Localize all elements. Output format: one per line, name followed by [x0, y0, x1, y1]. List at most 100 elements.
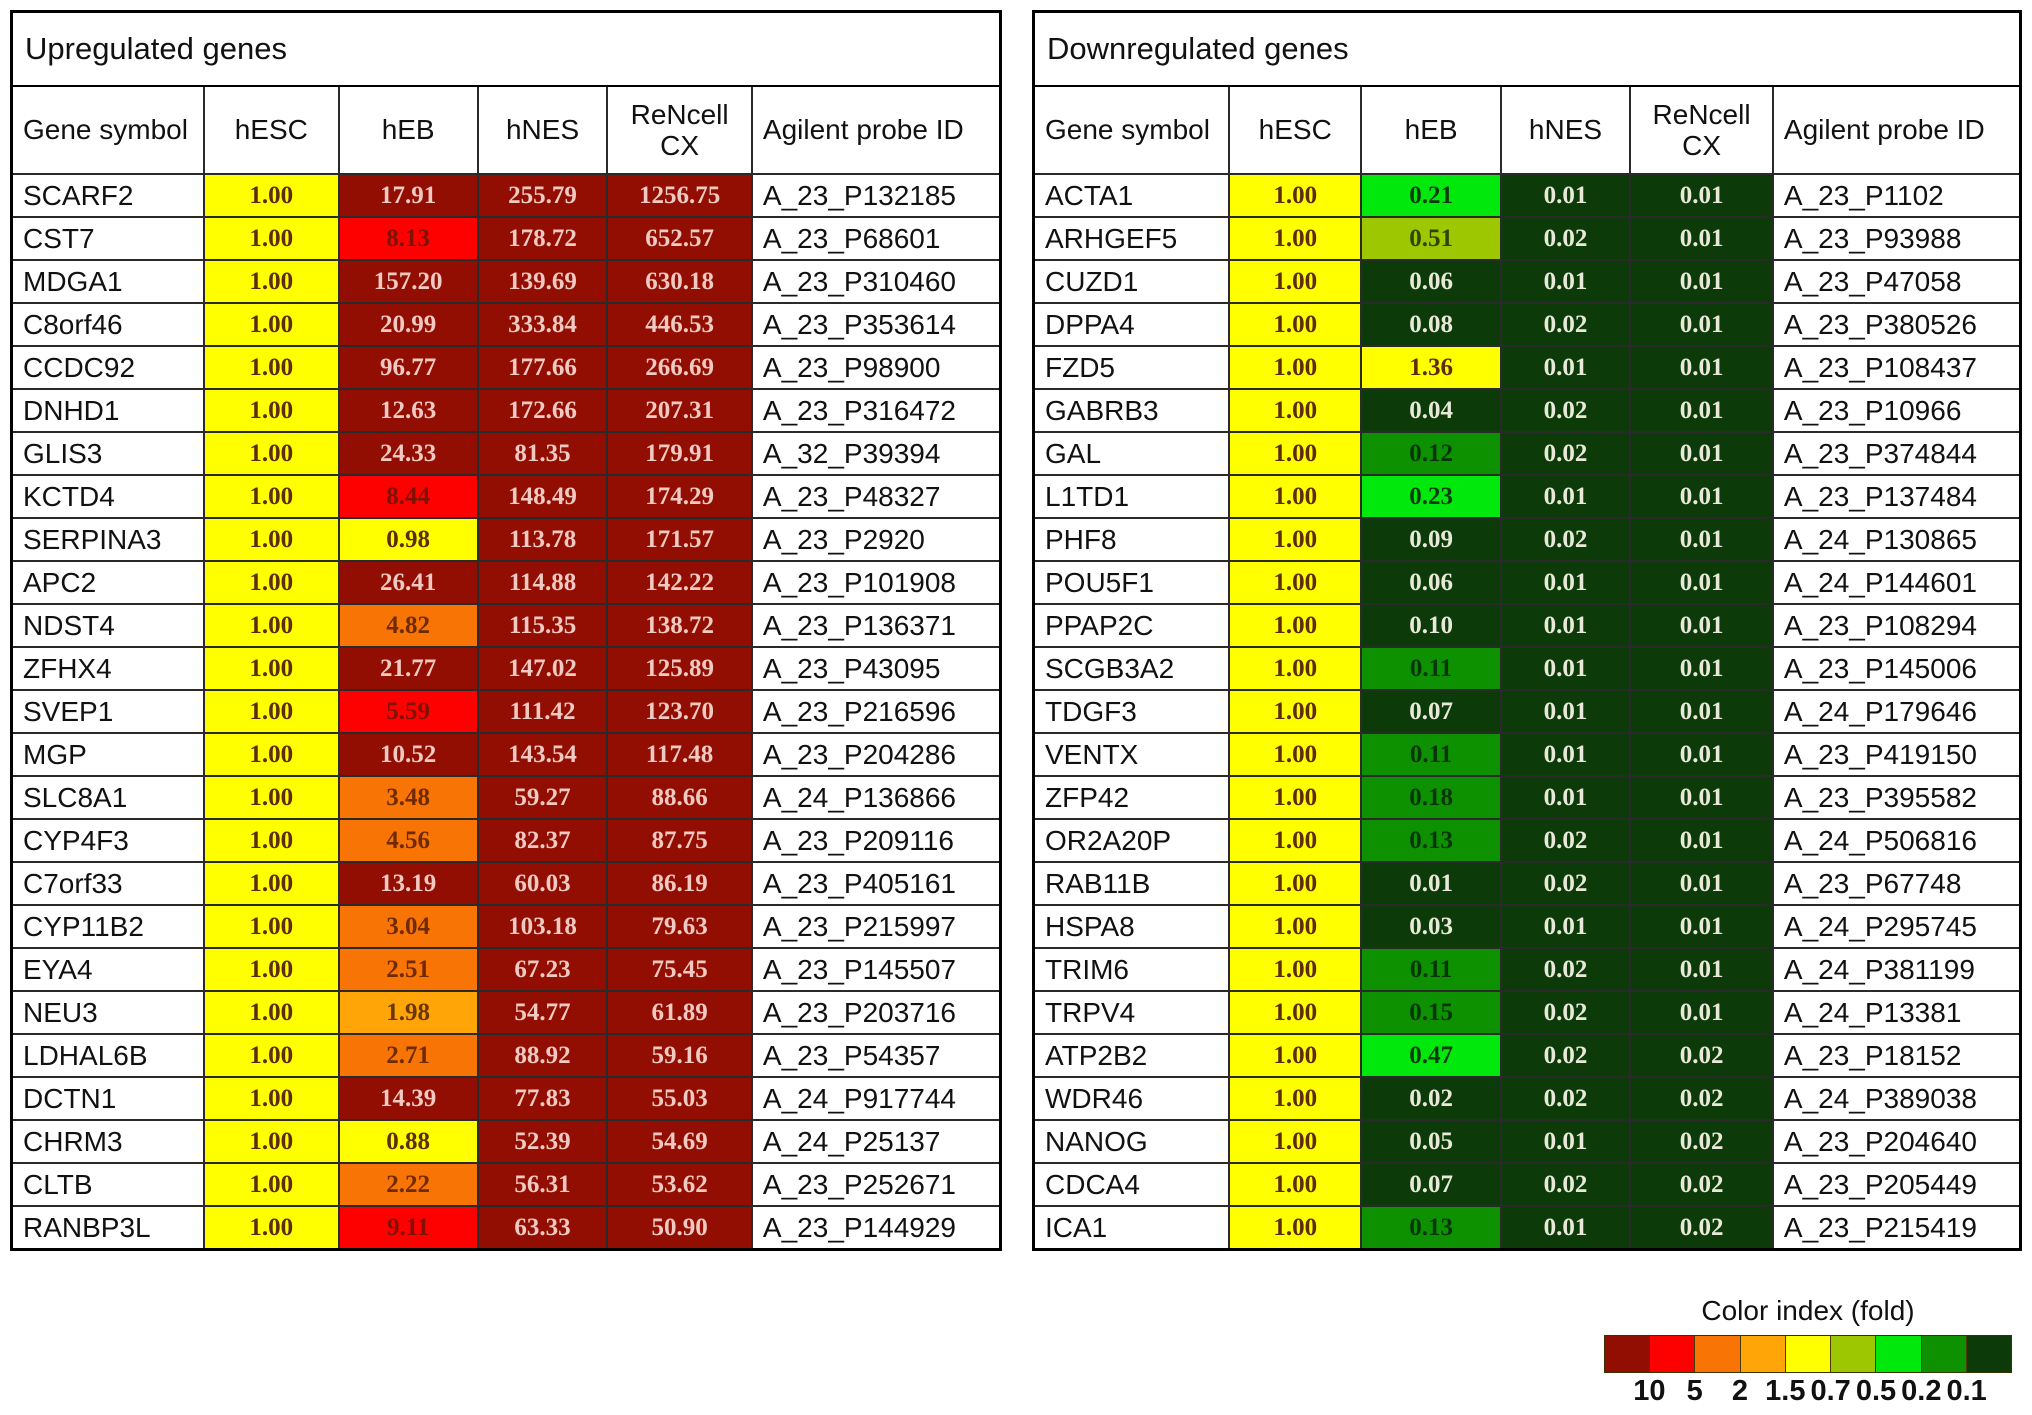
probe-id: A_24_P179646 [1771, 689, 2022, 734]
fold-value-cell: 1.00 [1227, 818, 1363, 863]
fold-value-cell: 1.00 [1227, 1162, 1363, 1207]
fold-value-cell: 87.75 [606, 818, 753, 863]
gene-symbol: ARHGEF5 [1032, 216, 1230, 261]
probe-id: A_23_P204286 [750, 732, 1002, 777]
gene-row: SCARF2 1.00 17.91 255.79 1256.75 A_23_P132185 [10, 173, 1002, 218]
fold-value-cell: 148.49 [476, 474, 609, 519]
gene-symbol: CHRM3 [10, 1119, 206, 1164]
fold-value-cell: 1.00 [203, 1076, 340, 1121]
fold-value-cell: 8.13 [337, 216, 479, 261]
fold-value-cell: 0.11 [1360, 646, 1502, 691]
fold-value-cell: 446.53 [606, 302, 753, 347]
fold-value-cell: 67.23 [476, 947, 609, 992]
legend-color-segment [1921, 1336, 1967, 1372]
gene-row: PHF8 1.00 0.09 0.02 0.01 A_24_P130865 [1032, 517, 2022, 562]
fold-value-cell: 12.63 [337, 388, 479, 433]
fold-value-cell: 59.16 [606, 1033, 753, 1078]
fold-value-cell: 1.00 [203, 173, 340, 218]
gene-symbol: MDGA1 [10, 259, 206, 304]
fold-value-cell: 0.01 [1499, 1119, 1632, 1164]
fold-value-cell: 1.00 [1227, 259, 1363, 304]
gene-symbol: CST7 [10, 216, 206, 261]
fold-value-cell: 1.00 [203, 1162, 340, 1207]
gene-row: CYP11B2 1.00 3.04 103.18 79.63 A_23_P215997 [10, 904, 1002, 949]
fold-value-cell: 0.01 [1629, 646, 1774, 691]
fold-value-cell: 54.77 [476, 990, 609, 1035]
fold-value-cell: 0.11 [1360, 947, 1502, 992]
gene-row: GLIS3 1.00 24.33 81.35 179.91 A_32_P39394 [10, 431, 1002, 476]
fold-value-cell: 0.01 [1629, 689, 1774, 734]
fold-value-cell: 0.02 [1499, 1076, 1632, 1121]
fold-value-cell: 75.45 [606, 947, 753, 992]
fold-value-cell: 0.02 [1499, 302, 1632, 347]
fold-value-cell: 54.69 [606, 1119, 753, 1164]
fold-value-cell: 123.70 [606, 689, 753, 734]
gene-row: EYA4 1.00 2.51 67.23 75.45 A_23_P145507 [10, 947, 1002, 992]
fold-value-cell: 113.78 [476, 517, 609, 562]
legend-threshold-label: 0.7 [1810, 1375, 1851, 1407]
fold-value-cell: 0.02 [1499, 818, 1632, 863]
gene-symbol: CLTB [10, 1162, 206, 1207]
fold-value-cell: 1.00 [203, 990, 340, 1035]
fold-value-cell: 1.00 [203, 431, 340, 476]
probe-id: A_23_P216596 [750, 689, 1002, 734]
probe-id: A_23_P215419 [1771, 1205, 2022, 1251]
fold-value-cell: 103.18 [476, 904, 609, 949]
fold-value-cell: 26.41 [337, 560, 479, 605]
fold-value-cell: 0.01 [1360, 861, 1502, 906]
fold-value-cell: 0.01 [1499, 775, 1632, 820]
column-header-row: Gene symbol hESC hEB hNES ReNcell CX Agilent … [10, 85, 1002, 175]
fold-value-cell: 0.01 [1499, 345, 1632, 390]
fold-value-cell: 0.01 [1499, 732, 1632, 777]
fold-value-cell: 0.51 [1360, 216, 1502, 261]
column-header: Gene symbol [1032, 85, 1230, 175]
fold-value-cell: 0.88 [337, 1119, 479, 1164]
legend-color-segment [1650, 1336, 1696, 1372]
probe-id: A_23_P405161 [750, 861, 1002, 906]
fold-value-cell: 0.98 [337, 517, 479, 562]
fold-value-cell: 1.00 [203, 517, 340, 562]
table-title: Upregulated genes [10, 10, 1002, 87]
probe-id: A_23_P43095 [750, 646, 1002, 691]
fold-value-cell: 0.07 [1360, 689, 1502, 734]
probe-id: A_23_P374844 [1771, 431, 2022, 476]
gene-row: CLTB 1.00 2.22 56.31 53.62 A_23_P252671 [10, 1162, 1002, 1207]
probe-id: A_23_P54357 [750, 1033, 1002, 1078]
fold-value-cell: 4.56 [337, 818, 479, 863]
fold-value-cell: 0.03 [1360, 904, 1502, 949]
gene-symbol: TDGF3 [1032, 689, 1230, 734]
fold-value-cell: 0.01 [1499, 1205, 1632, 1251]
gene-row: RANBP3L 1.00 9.11 63.33 50.90 A_23_P144929 [10, 1205, 1002, 1251]
gene-symbol: EYA4 [10, 947, 206, 992]
probe-id: A_24_P25137 [750, 1119, 1002, 1164]
fold-value-cell: 3.04 [337, 904, 479, 949]
gene-symbol: GAL [1032, 431, 1230, 476]
fold-value-cell: 0.01 [1629, 431, 1774, 476]
gene-row: MGP 1.00 10.52 143.54 117.48 A_23_P204286 [10, 732, 1002, 777]
gene-symbol: ZFHX4 [10, 646, 206, 691]
gene-row: POU5F1 1.00 0.06 0.01 0.01 A_24_P144601 [1032, 560, 2022, 605]
legend-threshold-label: 0.2 [1901, 1375, 1942, 1407]
gene-row: DCTN1 1.00 14.39 77.83 55.03 A_24_P917744 [10, 1076, 1002, 1121]
probe-id: A_24_P130865 [1771, 517, 2022, 562]
gene-symbol: HSPA8 [1032, 904, 1230, 949]
fold-value-cell: 630.18 [606, 259, 753, 304]
fold-value-cell: 1.00 [203, 1033, 340, 1078]
fold-value-cell: 1.98 [337, 990, 479, 1035]
legend-title: Color index (fold) [1701, 1295, 1915, 1326]
downregulated-genes-table: Downregulated genes Gene symbol hESC hEB hN… [1032, 10, 2022, 1251]
fold-value-cell: 111.42 [476, 689, 609, 734]
legend-labels: 10 5 2 1.5 0.7 0.5 0.2 0.1 [1604, 1375, 2012, 1415]
gene-row: ZFHX4 1.00 21.77 147.02 125.89 A_23_P43095 [10, 646, 1002, 691]
gene-symbol: TRIM6 [1032, 947, 1230, 992]
column-header: hESC [203, 85, 340, 175]
legend-threshold-label: 0.1 [1946, 1375, 1987, 1407]
column-header: hEB [1360, 85, 1502, 175]
gene-symbol: DCTN1 [10, 1076, 206, 1121]
fold-value-cell: 0.21 [1360, 173, 1502, 218]
fold-value-cell: 114.88 [476, 560, 609, 605]
fold-value-cell: 1.00 [203, 388, 340, 433]
fold-value-cell: 3.48 [337, 775, 479, 820]
fold-value-cell: 0.02 [1629, 1033, 1774, 1078]
fold-value-cell: 1.00 [1227, 474, 1363, 519]
